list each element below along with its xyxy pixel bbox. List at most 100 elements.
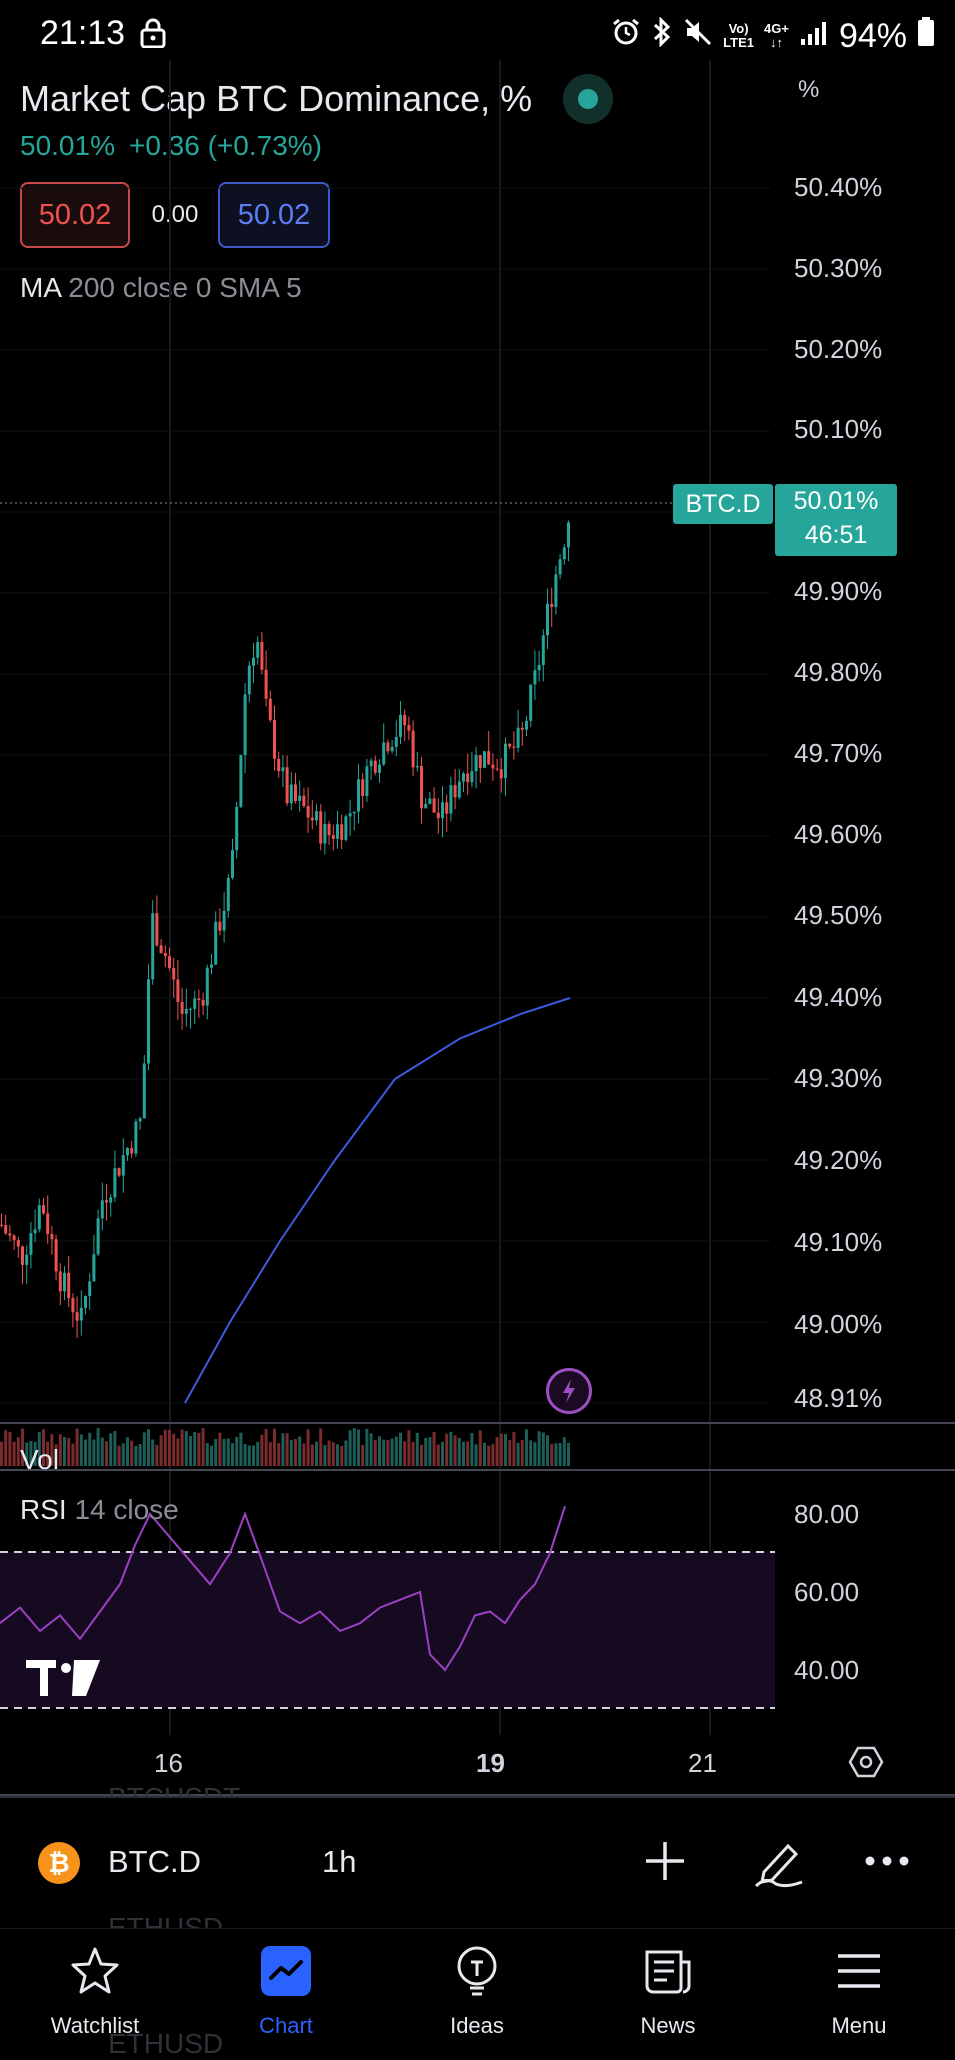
volume-bar (386, 1440, 390, 1466)
volume-bar (163, 1429, 167, 1466)
candle (79, 1290, 83, 1336)
volume-bar (147, 1429, 150, 1466)
candle (504, 737, 507, 797)
volume-bar (512, 1432, 516, 1466)
market-status-dot[interactable] (563, 74, 613, 124)
chart-settings-icon[interactable] (848, 1744, 884, 1785)
volume-bar (357, 1429, 360, 1466)
rsi-legend[interactable]: RSI 14 close (20, 1494, 179, 1526)
volume-bar (252, 1445, 255, 1466)
lock-icon (140, 18, 166, 53)
volume-bar (29, 1440, 33, 1466)
candle (8, 1225, 12, 1242)
candle (399, 701, 402, 745)
candle (474, 747, 478, 789)
volume-bar (180, 1429, 184, 1466)
volume-bar (516, 1442, 520, 1466)
candle (142, 1055, 146, 1119)
nav-ideas[interactable]: Ideas (397, 1939, 557, 2039)
time-axis-label: 19 (476, 1748, 505, 1778)
candle (289, 772, 293, 810)
volume-bar (243, 1444, 247, 1466)
candle (516, 709, 520, 753)
price-axis-label: 49.60% (794, 819, 883, 849)
interval-selector[interactable]: 1h (322, 1844, 357, 1879)
candle (121, 1138, 125, 1193)
candle (394, 720, 398, 757)
rsi-name: RSI (20, 1494, 67, 1525)
volume-bar (193, 1431, 197, 1466)
sell-button[interactable]: 50.02 (20, 182, 130, 248)
candle (449, 776, 453, 822)
volume-bar (436, 1444, 440, 1466)
volume-bar (546, 1435, 549, 1466)
volume-bar (0, 1441, 3, 1466)
volume-bar (394, 1436, 398, 1466)
volume-bar (210, 1445, 213, 1466)
candle (310, 800, 314, 830)
candle (344, 814, 348, 842)
candle (256, 636, 260, 665)
volume-bar (117, 1445, 121, 1466)
drawing-pen-icon[interactable] (752, 1836, 806, 1895)
volume-legend[interactable]: Vol (20, 1444, 59, 1475)
candle (415, 751, 419, 772)
more-options-icon[interactable] (862, 1836, 912, 1891)
rsi-axis-label: 40.00 (794, 1655, 860, 1685)
symbol-price-badge: BTC.D (673, 484, 773, 524)
volume-bar (327, 1440, 331, 1466)
nav-watchlist[interactable]: Watchlist (15, 1939, 175, 2039)
price-line: 50.01% +0.36 (+0.73%) (20, 130, 336, 162)
candle (58, 1263, 62, 1306)
price-axis-label: 49.00% (794, 1309, 883, 1339)
candle (180, 987, 184, 1030)
volume-bar (428, 1437, 432, 1466)
volume-bar (92, 1439, 96, 1466)
volume-bar (369, 1433, 373, 1466)
candle (495, 758, 499, 772)
volume-bar (268, 1442, 272, 1466)
candle (105, 1184, 108, 1221)
ma-indicator-legend[interactable]: MA 200 close 0 SMA 5 (20, 272, 302, 304)
nav-label: Ideas (450, 2013, 504, 2038)
price-axis-label: 50.10% (794, 414, 883, 444)
price-axis-label: 50.20% (794, 334, 883, 364)
volume-bars (0, 1428, 570, 1466)
price-axis-label: 49.50% (794, 900, 883, 930)
lightning-icon[interactable] (546, 1368, 592, 1414)
volume-bar (420, 1444, 423, 1466)
volume-bar (231, 1443, 234, 1466)
volume-bar (121, 1443, 125, 1466)
price-chart[interactable] (0, 60, 955, 1840)
volume-bar (310, 1444, 314, 1466)
nav-menu[interactable]: Menu (779, 1939, 939, 2039)
candle (352, 811, 356, 831)
add-icon[interactable] (640, 1836, 690, 1891)
rsi-params: 14 close (74, 1494, 179, 1525)
volume-bar (79, 1434, 83, 1466)
bitcoin-icon[interactable]: ₿ (38, 1842, 80, 1884)
price-change: +0.36 (+0.73%) (128, 130, 322, 161)
price-axis-label: 49.80% (794, 657, 883, 687)
volume-bar (151, 1439, 155, 1466)
price-axis-label: 49.30% (794, 1063, 883, 1093)
nav-chart[interactable]: Chart (206, 1939, 366, 2039)
volume-bar (336, 1444, 339, 1466)
volume-bar (16, 1437, 20, 1466)
chart-title[interactable]: Market Cap BTC Dominance, % (20, 78, 533, 119)
candle (319, 804, 323, 851)
candle (71, 1293, 75, 1328)
buy-button[interactable]: 50.02 (218, 182, 330, 248)
volume-bar (260, 1434, 264, 1466)
volume-bar (42, 1429, 45, 1466)
volume-bar (46, 1441, 50, 1466)
candle (520, 721, 524, 746)
volume-bar (499, 1433, 503, 1466)
candle (239, 754, 243, 809)
symbol-selector[interactable]: BTC.D (108, 1844, 201, 1879)
battery-icon (917, 16, 935, 56)
candle (100, 1182, 104, 1231)
volume-bar (348, 1430, 352, 1466)
volume-bar (567, 1442, 570, 1466)
nav-news[interactable]: News (588, 1939, 748, 2039)
